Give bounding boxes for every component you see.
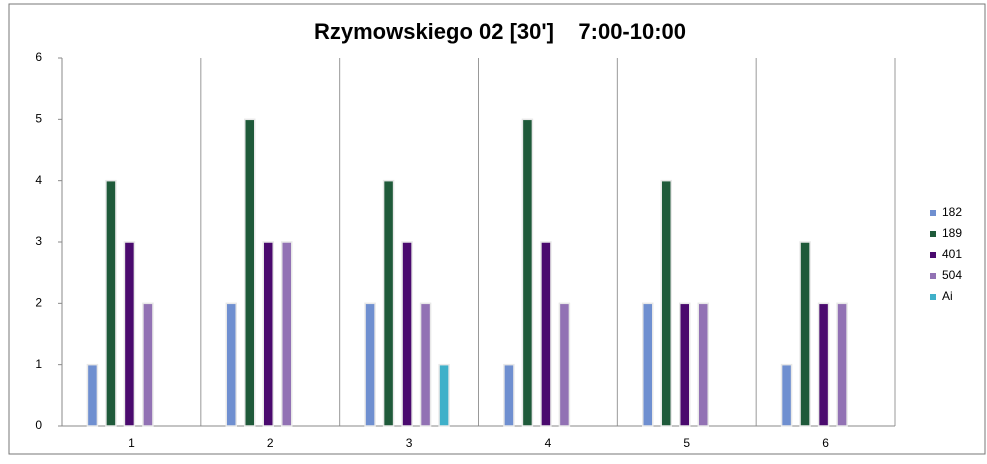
legend-swatch (930, 294, 936, 300)
bar (780, 363, 793, 427)
bar (419, 302, 432, 427)
bar (225, 302, 237, 427)
y-tick-label: 6 (35, 50, 42, 64)
bar (521, 118, 534, 427)
bar (142, 302, 154, 427)
y-tick-label: 4 (35, 173, 42, 187)
x-tick-label: 3 (406, 436, 413, 450)
y-tick-label: 5 (35, 112, 42, 126)
x-tick-label: 6 (822, 436, 829, 450)
bar (382, 179, 395, 427)
bar (817, 302, 830, 427)
x-tick-label: 4 (545, 436, 552, 450)
legend-swatch (930, 273, 936, 279)
bar (105, 179, 117, 427)
y-tick-label: 1 (35, 357, 42, 371)
bar (558, 302, 571, 427)
bar (244, 118, 256, 427)
bar (123, 241, 136, 427)
bar (697, 302, 709, 427)
legend-label: Ai (942, 289, 953, 303)
legend-swatch (930, 231, 936, 237)
y-tick-label: 0 (35, 418, 42, 432)
bar (281, 241, 293, 427)
legend-label: 189 (942, 226, 962, 240)
chart-title: Rzymowskiego 02 [30'] 7:00-10:00 (314, 19, 686, 44)
legend-label: 182 (942, 205, 962, 219)
bar (401, 241, 413, 427)
bar (679, 302, 691, 427)
bar (86, 363, 99, 427)
bar (660, 179, 672, 427)
legend-swatch (930, 210, 936, 216)
x-tick-label: 5 (683, 436, 690, 450)
legend-swatch (930, 252, 936, 258)
bar (642, 302, 654, 427)
x-tick-label: 2 (267, 436, 274, 450)
bar (262, 241, 274, 427)
bar (438, 363, 450, 427)
y-tick-label: 3 (35, 234, 42, 248)
bar (836, 302, 848, 427)
bar (503, 363, 515, 427)
bar (540, 241, 552, 427)
bar (364, 302, 376, 427)
legend-label: 401 (942, 247, 962, 261)
y-tick-label: 2 (35, 296, 42, 310)
legend-label: 504 (942, 268, 962, 282)
bar (799, 241, 811, 427)
x-tick-label: 1 (128, 436, 135, 450)
